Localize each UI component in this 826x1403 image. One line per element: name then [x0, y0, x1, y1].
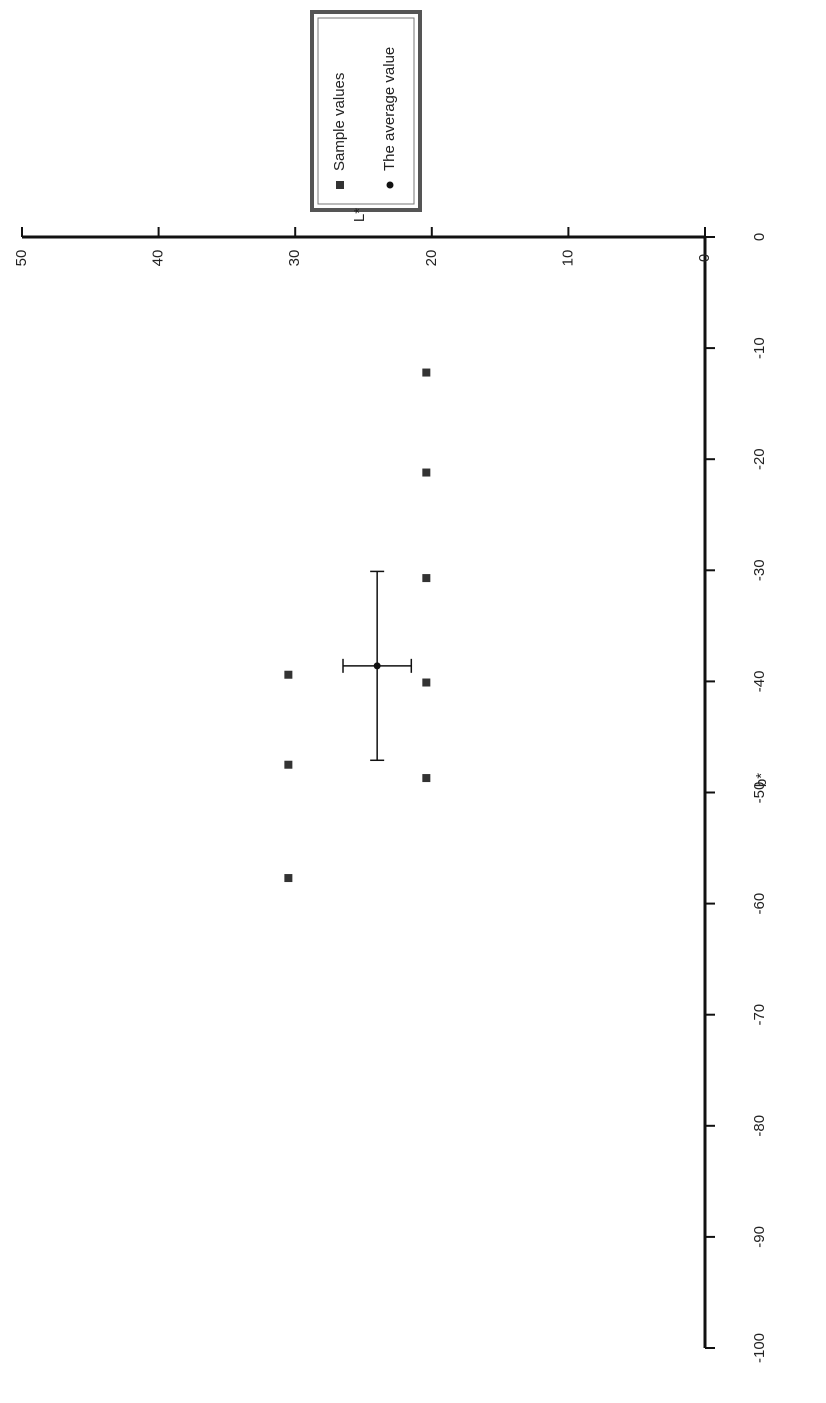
point: [422, 368, 431, 377]
y-axis-label: L*: [351, 208, 368, 222]
y-tick-label: 0: [696, 254, 713, 262]
y-tick-label: 40: [150, 250, 167, 267]
legend: [310, 10, 422, 212]
x-tick-label: -20: [751, 448, 768, 470]
x-tick-label: -90: [751, 1226, 768, 1248]
y-tick-label: 30: [286, 250, 303, 267]
point: [284, 670, 293, 679]
x-tick-label: -60: [751, 893, 768, 915]
x-tick-label: -80: [751, 1115, 768, 1137]
point: [284, 874, 293, 883]
point: [284, 760, 293, 769]
legend-inner-box: [317, 17, 415, 205]
point: [422, 678, 431, 687]
x-tick-label: -100: [751, 1333, 768, 1363]
x-tick-label: 0: [751, 233, 768, 241]
x-tick-label: -50: [751, 782, 768, 804]
point: [422, 574, 431, 583]
x-tick-label: -40: [751, 671, 768, 693]
legend-label: Sample values: [331, 73, 348, 171]
point: [422, 468, 431, 477]
y-tick-label: 20: [423, 250, 440, 267]
legend-marker: [386, 181, 394, 189]
point: [373, 662, 381, 670]
y-tick-label: 10: [559, 250, 576, 267]
legend-box: [310, 10, 422, 212]
y-tick-label: 50: [13, 250, 30, 267]
x-axis-label: b*: [753, 773, 770, 787]
x-tick-label: -70: [751, 1004, 768, 1026]
legend-label: The average value: [381, 47, 398, 171]
x-tick-label: -10: [751, 337, 768, 359]
x-tick-label: -30: [751, 559, 768, 581]
point: [422, 774, 431, 783]
legend-marker: [336, 181, 344, 189]
